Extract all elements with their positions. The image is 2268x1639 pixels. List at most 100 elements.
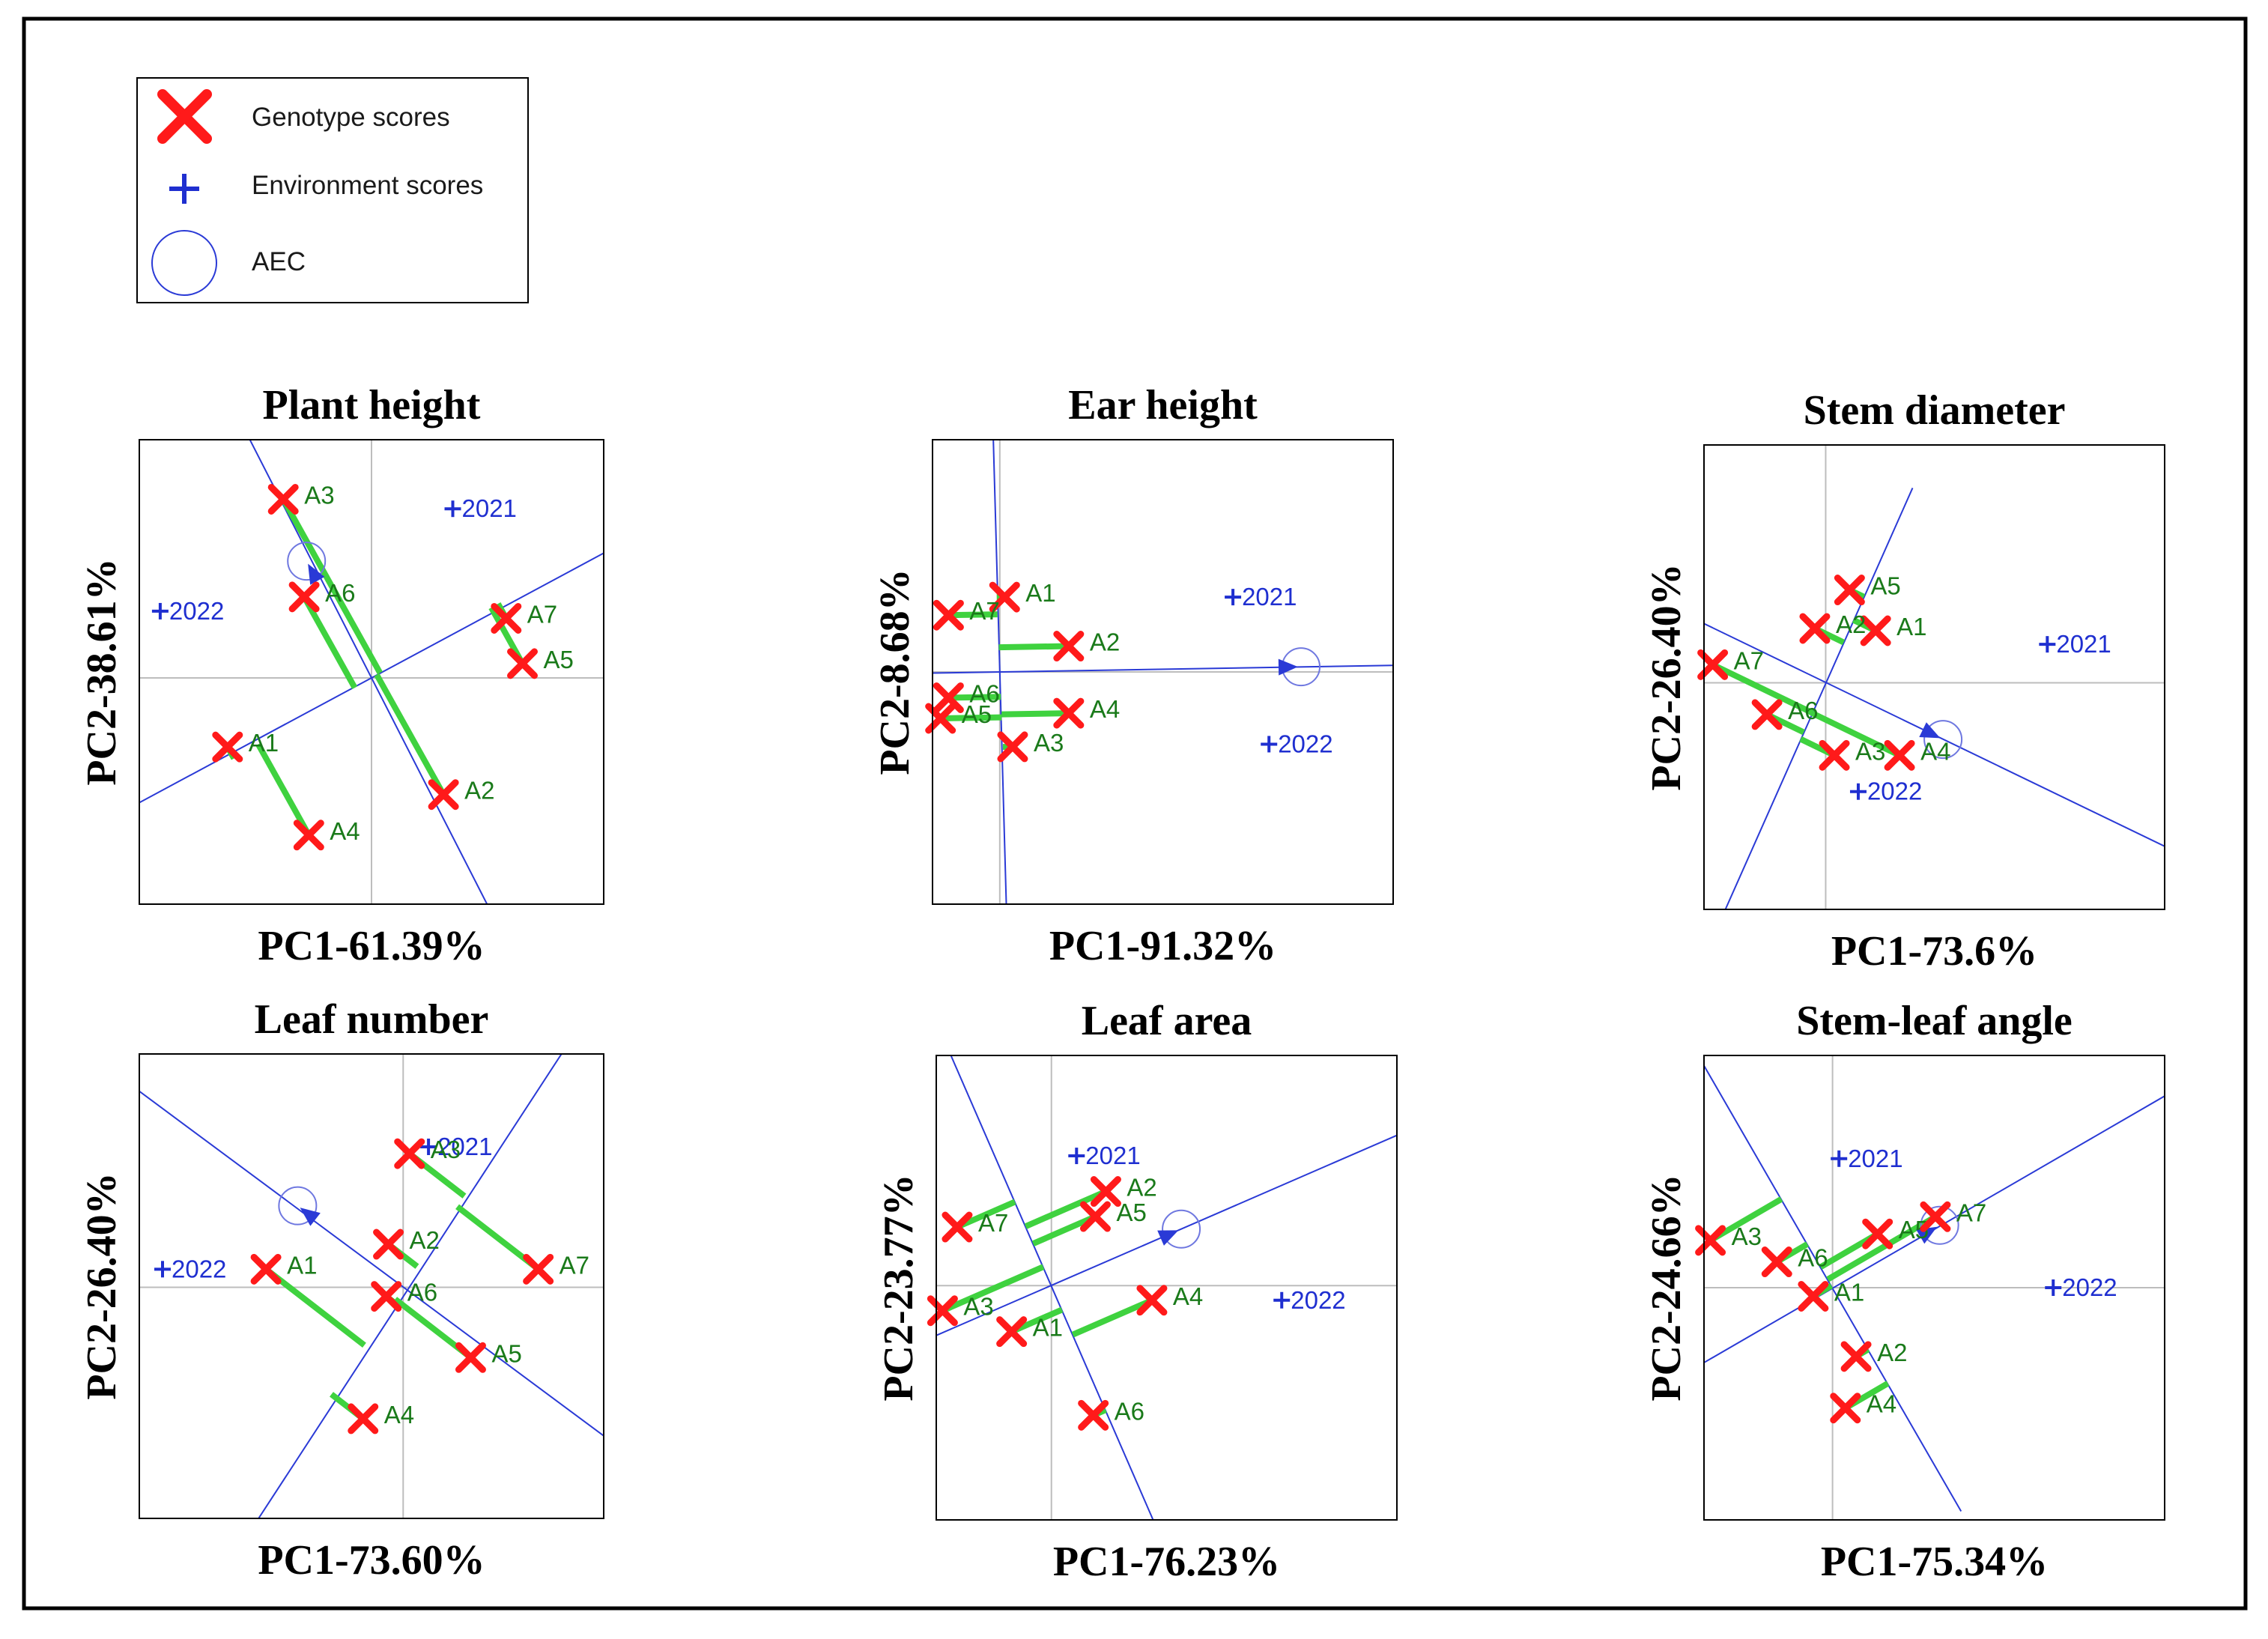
genotype-marker (1862, 1218, 1893, 1249)
genotype-label: A2 (1877, 1339, 1907, 1366)
genotype-label: A1 (1896, 613, 1926, 640)
panel-frame (932, 439, 1394, 905)
projection-line (956, 1199, 1016, 1230)
genotype-label: A6 (969, 679, 999, 707)
genotype-marker (1830, 1393, 1861, 1424)
environment-label: 2022 (1291, 1286, 1345, 1314)
genotype-label: A7 (969, 597, 999, 625)
genotype-label: A5 (491, 1339, 521, 1367)
genotype-marker (1819, 739, 1850, 771)
genotype-label: A6 (407, 1279, 437, 1306)
projection-line (1031, 1214, 1097, 1246)
genotype-marker (212, 731, 243, 763)
genotype-label: A6 (325, 579, 355, 607)
genotype-marker (1761, 1246, 1792, 1278)
genotype-label: A2 (1090, 628, 1120, 656)
aec-arrow (300, 1208, 321, 1226)
panel-frame (139, 1053, 604, 1519)
genotype-label: A7 (1734, 646, 1764, 674)
panel-title: Ear height (1068, 382, 1258, 428)
genotype-marker (1834, 575, 1865, 606)
biplot-panel: Stem-leaf anglePC1-75.34%PC2-24.66%20212… (1643, 998, 2165, 1585)
panel-frame (1703, 444, 2165, 910)
genotype-marker (933, 682, 964, 713)
y-axis-label: PC2-8.68% (872, 569, 918, 775)
genotype-marker (1078, 1399, 1109, 1431)
genotype-label: A1 (287, 1251, 317, 1279)
projection-line (1708, 1196, 1783, 1243)
x-axis-label: PC1-73.6% (1831, 928, 2037, 975)
genotype-label: A6 (1798, 1244, 1828, 1272)
legend-genotype-label: Genotype scores (252, 103, 450, 132)
aec-ordinate-line (950, 1055, 1154, 1520)
projection-line (301, 595, 358, 690)
genotype-label: A3 (431, 1136, 461, 1163)
genotype-label: A4 (384, 1401, 414, 1429)
genotype-label: A5 (1116, 1199, 1146, 1226)
genotype-label: A1 (249, 729, 279, 757)
panel-title: Leaf number (255, 996, 489, 1043)
legend-genotype-marker (157, 89, 212, 144)
genotype-label: A5 (544, 646, 574, 673)
environment-marker (154, 1261, 171, 1278)
genotype-marker (371, 1281, 402, 1312)
panel-title: Plant height (263, 382, 481, 428)
y-axis-label: PC2-24.66% (1643, 1174, 1690, 1401)
projection-line (374, 673, 446, 796)
environment-marker (420, 1139, 437, 1155)
genotype-marker (1798, 1280, 1829, 1312)
genotype-label: A7 (978, 1209, 1008, 1237)
genotype-marker (1884, 739, 1915, 771)
genotype-marker (491, 602, 522, 634)
plot-area: 2021 2022 (1704, 1055, 2165, 1520)
genotype-marker (1799, 613, 1831, 644)
aec-circle (1920, 1205, 1959, 1245)
aec-ordinate-line (258, 1054, 563, 1518)
environment-marker (1261, 736, 1278, 753)
genotype-marker (989, 581, 1020, 613)
genotype-marker (996, 1316, 1028, 1348)
aec-abscissa-line (139, 1090, 604, 1437)
environment-marker (1273, 1291, 1291, 1309)
environment-label: 2021 (1848, 1145, 1902, 1172)
genotype-marker (288, 581, 320, 613)
panel-frame (936, 1055, 1398, 1521)
x-axis-label: PC1-73.60% (258, 1537, 485, 1584)
environment-marker (1831, 1150, 1848, 1167)
projection-line (1071, 1297, 1153, 1338)
genotype-marker (1090, 1176, 1121, 1208)
biplot-panel: Plant height PC1-61.39% PC2-38.61% 2021 2022… (79, 382, 604, 969)
genotype-marker (394, 1138, 425, 1169)
genotype-label: A1 (1033, 1314, 1063, 1342)
genotype-label: A5 (1870, 572, 1900, 600)
genotype-marker (1079, 1201, 1111, 1232)
environment-label: 2021 (1085, 1142, 1140, 1169)
projection-line (1001, 710, 1069, 718)
plot-area: 2021 2022 (936, 1055, 1397, 1520)
panel-frame (139, 439, 604, 905)
genotype-label: A3 (1855, 737, 1885, 765)
genotype-label: A4 (330, 817, 360, 845)
environment-marker (2039, 636, 2056, 653)
genotype-label: A3 (1034, 729, 1064, 757)
projection-line (280, 497, 383, 675)
panel-title: Stem-leaf angle (1796, 998, 2073, 1044)
y-axis-label: PC2-26.40% (1643, 563, 1690, 790)
genotype-marker (507, 648, 538, 679)
genotype-label: A2 (1836, 611, 1866, 638)
plot-area: 2021 2022 (139, 440, 604, 904)
genotype-label: A1 (1025, 579, 1055, 607)
y-axis-label: PC2-26.40% (79, 1172, 125, 1399)
genotype-marker (1695, 1225, 1726, 1256)
plot-area: 2021 2022 (933, 440, 1393, 904)
genotype-marker (293, 820, 324, 851)
aec-circle (1923, 720, 1963, 760)
biplot-panel: Stem diameter PC1-73.6% PC2-26.40% 2021 2022… (1643, 387, 2165, 975)
projection-line (1711, 661, 1814, 716)
legend-environment-marker (169, 174, 199, 204)
legend-box (136, 77, 529, 303)
projection-line (1024, 1188, 1108, 1229)
environment-marker (2045, 1279, 2062, 1296)
legend-environment-label: Environment scores (252, 171, 483, 200)
